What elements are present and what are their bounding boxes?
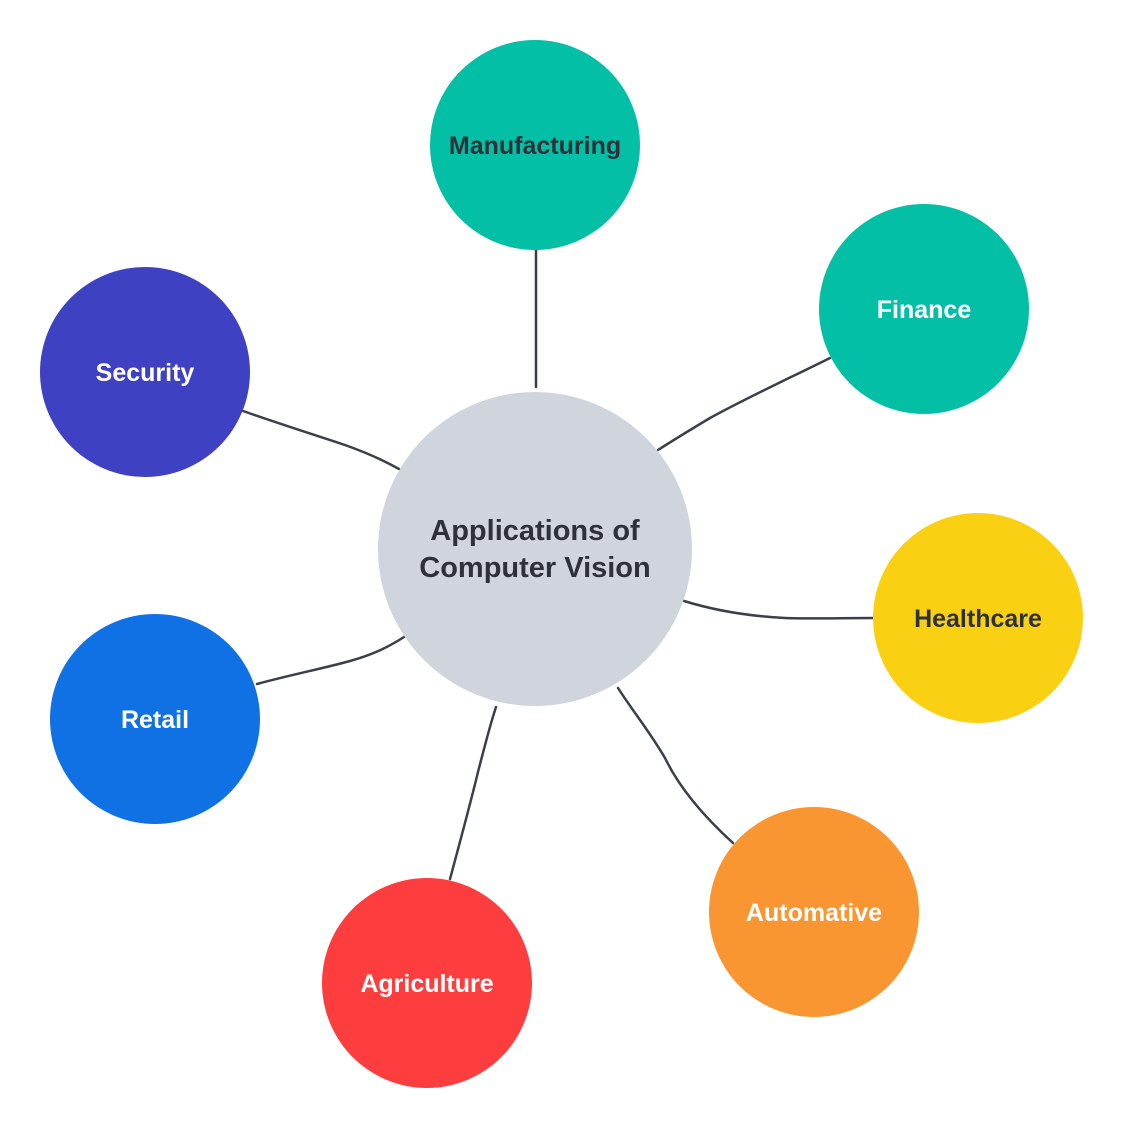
node-automative-label: Automative <box>746 899 882 927</box>
node-healthcare[interactable]: Healthcare <box>873 513 1083 723</box>
connectors-layer <box>241 248 876 881</box>
node-security-circle <box>40 267 250 477</box>
connector-healthcare <box>682 599 876 620</box>
connector-finance <box>656 356 832 452</box>
node-security[interactable]: Security <box>40 267 250 477</box>
center-node-circle <box>378 392 692 706</box>
center-node-label-line-1: Applications of <box>430 515 640 547</box>
center-node-label-line-2: Computer Vision <box>419 552 651 584</box>
connector-automative <box>616 686 735 845</box>
node-agriculture-label: Agriculture <box>360 970 493 998</box>
node-manufacturing-label: Manufacturing <box>449 132 621 160</box>
node-automative[interactable]: Automative <box>709 807 919 1017</box>
connector-retail <box>255 635 406 686</box>
node-manufacturing-circle <box>430 40 640 250</box>
connector-security <box>241 409 401 471</box>
nodes-layer: Manufacturing Finance Healthcare Automative… <box>40 40 1083 1088</box>
center-node[interactable]: Applications of Computer Vision <box>378 392 692 706</box>
node-healthcare-label: Healthcare <box>914 605 1042 633</box>
connector-agriculture <box>448 705 498 881</box>
node-security-label: Security <box>96 359 195 387</box>
node-manufacturing[interactable]: Manufacturing <box>430 40 640 250</box>
node-retail-label: Retail <box>121 706 189 734</box>
node-retail-circle <box>50 614 260 824</box>
node-agriculture-circle <box>322 878 532 1088</box>
node-finance[interactable]: Finance <box>819 204 1029 414</box>
node-agriculture[interactable]: Agriculture <box>322 878 532 1088</box>
node-healthcare-circle <box>873 513 1083 723</box>
node-retail[interactable]: Retail <box>50 614 260 824</box>
node-finance-label: Finance <box>877 296 972 324</box>
node-automative-circle <box>709 807 919 1017</box>
node-finance-circle <box>819 204 1029 414</box>
